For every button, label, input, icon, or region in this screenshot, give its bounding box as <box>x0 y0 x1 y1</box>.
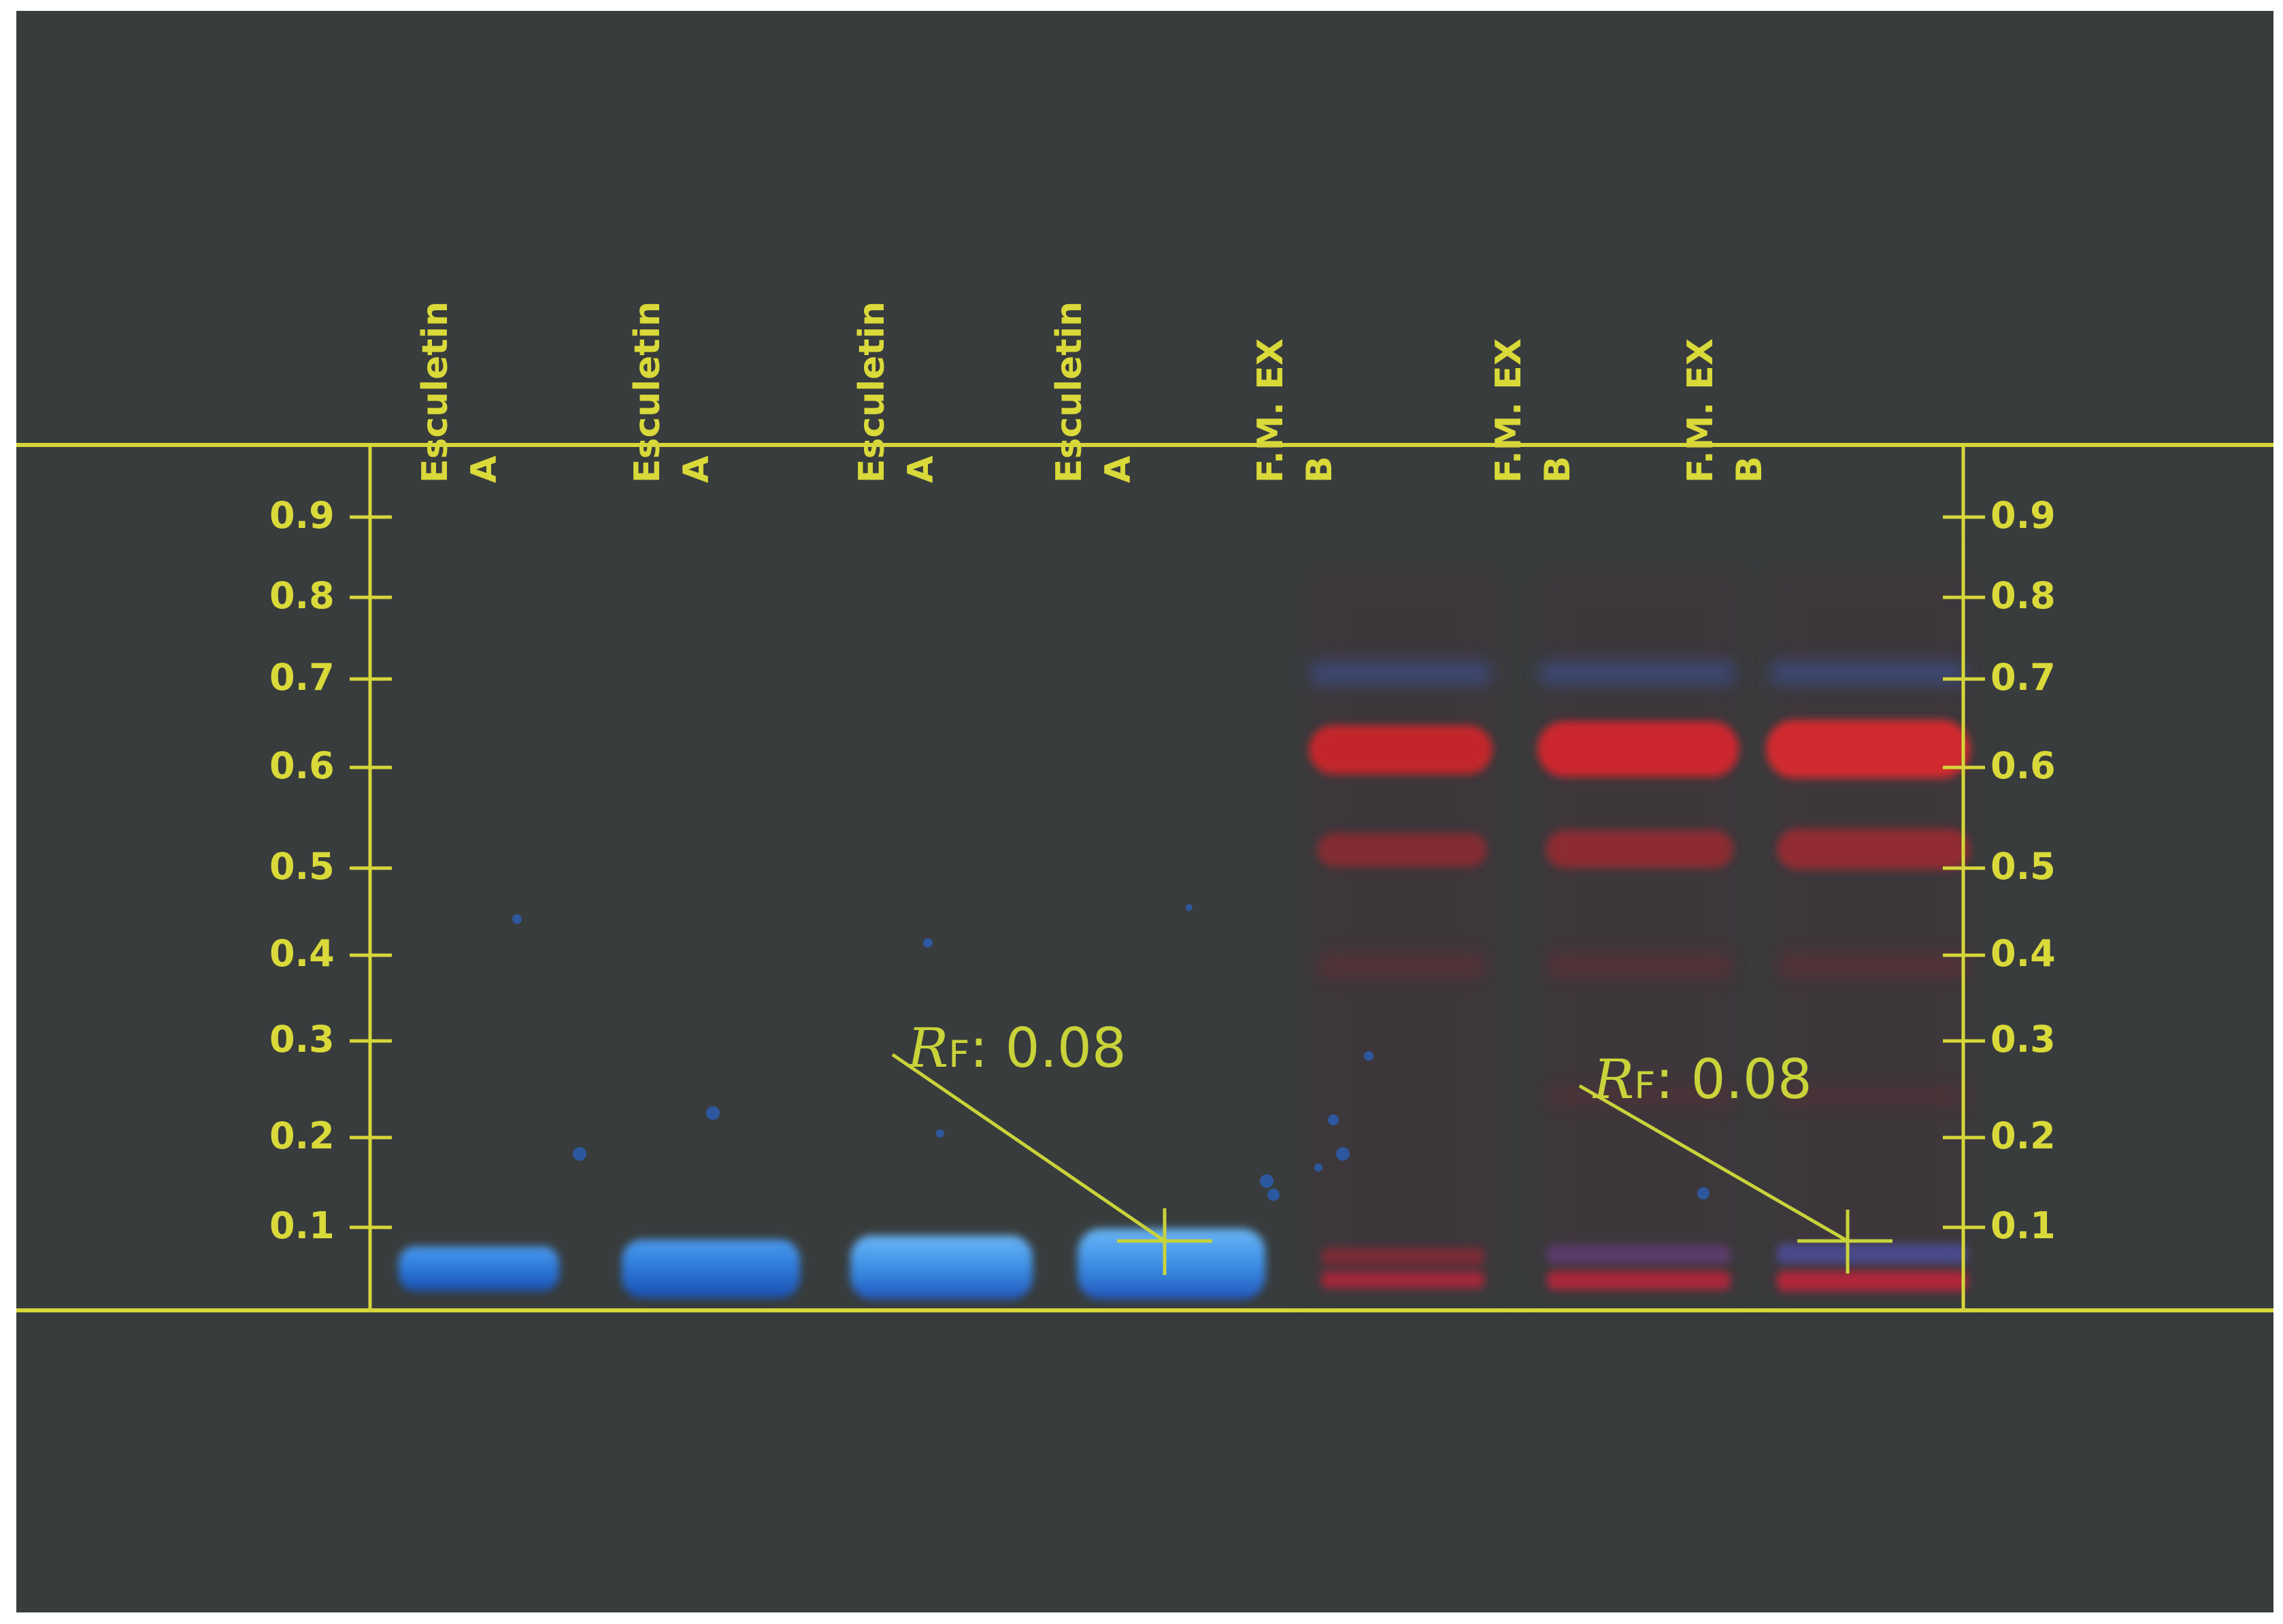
right-tick-label: 0.4 <box>1990 932 2056 975</box>
tlc-plate-image: Esculetin A Esculetin A Esculetin A Escu… <box>16 11 2273 1612</box>
left-tick-label: 0.8 <box>269 574 335 617</box>
right-tick-label: 0.7 <box>1990 656 2056 699</box>
esculetin-band-2 <box>622 1240 800 1298</box>
extract-lane-haze <box>1309 569 1973 1290</box>
rf-annotation-2-label: RF: 0.08 <box>1593 1048 1812 1111</box>
left-tick-label: 0.5 <box>269 845 335 888</box>
left-tick-label: 0.1 <box>269 1204 335 1247</box>
left-tick-label: 0.4 <box>269 932 335 975</box>
extract-band-origin <box>1321 1244 1967 1291</box>
left-tick-label: 0.3 <box>269 1018 335 1061</box>
right-tick-label: 0.3 <box>1990 1018 2056 1061</box>
right-tick-label: 0.1 <box>1990 1204 2056 1247</box>
right-tick-label: 0.8 <box>1990 574 2056 617</box>
esculetin-band-1 <box>399 1246 559 1291</box>
right-tick-label: 0.5 <box>1990 845 2056 888</box>
extract-band-main <box>1309 720 1970 778</box>
esculetin-bands <box>399 1229 1265 1299</box>
right-tick-label: 0.9 <box>1990 494 2056 537</box>
rf-annotation-1-label: RF: 0.08 <box>907 1016 1127 1080</box>
left-tick-label: 0.9 <box>269 494 335 537</box>
right-tick-label: 0.6 <box>1990 744 2056 787</box>
rf-annotation-1 <box>891 1053 1212 1275</box>
extract-band-secondary <box>1317 829 1970 869</box>
left-tick-label: 0.2 <box>269 1114 335 1157</box>
extract-band-blue <box>1309 661 1966 685</box>
background-specks <box>512 904 1710 1201</box>
right-tick-label: 0.2 <box>1990 1114 2056 1157</box>
left-tick-label: 0.7 <box>269 656 335 699</box>
extract-band-faint <box>1317 953 1970 1106</box>
rf-ticks <box>350 515 1985 1229</box>
rf-annotation-2 <box>1578 1084 1893 1274</box>
left-tick-label: 0.6 <box>269 744 335 787</box>
plate-graphics <box>16 443 2273 1312</box>
esculetin-band-3 <box>850 1236 1033 1299</box>
esculetin-band-4 <box>1078 1229 1265 1299</box>
